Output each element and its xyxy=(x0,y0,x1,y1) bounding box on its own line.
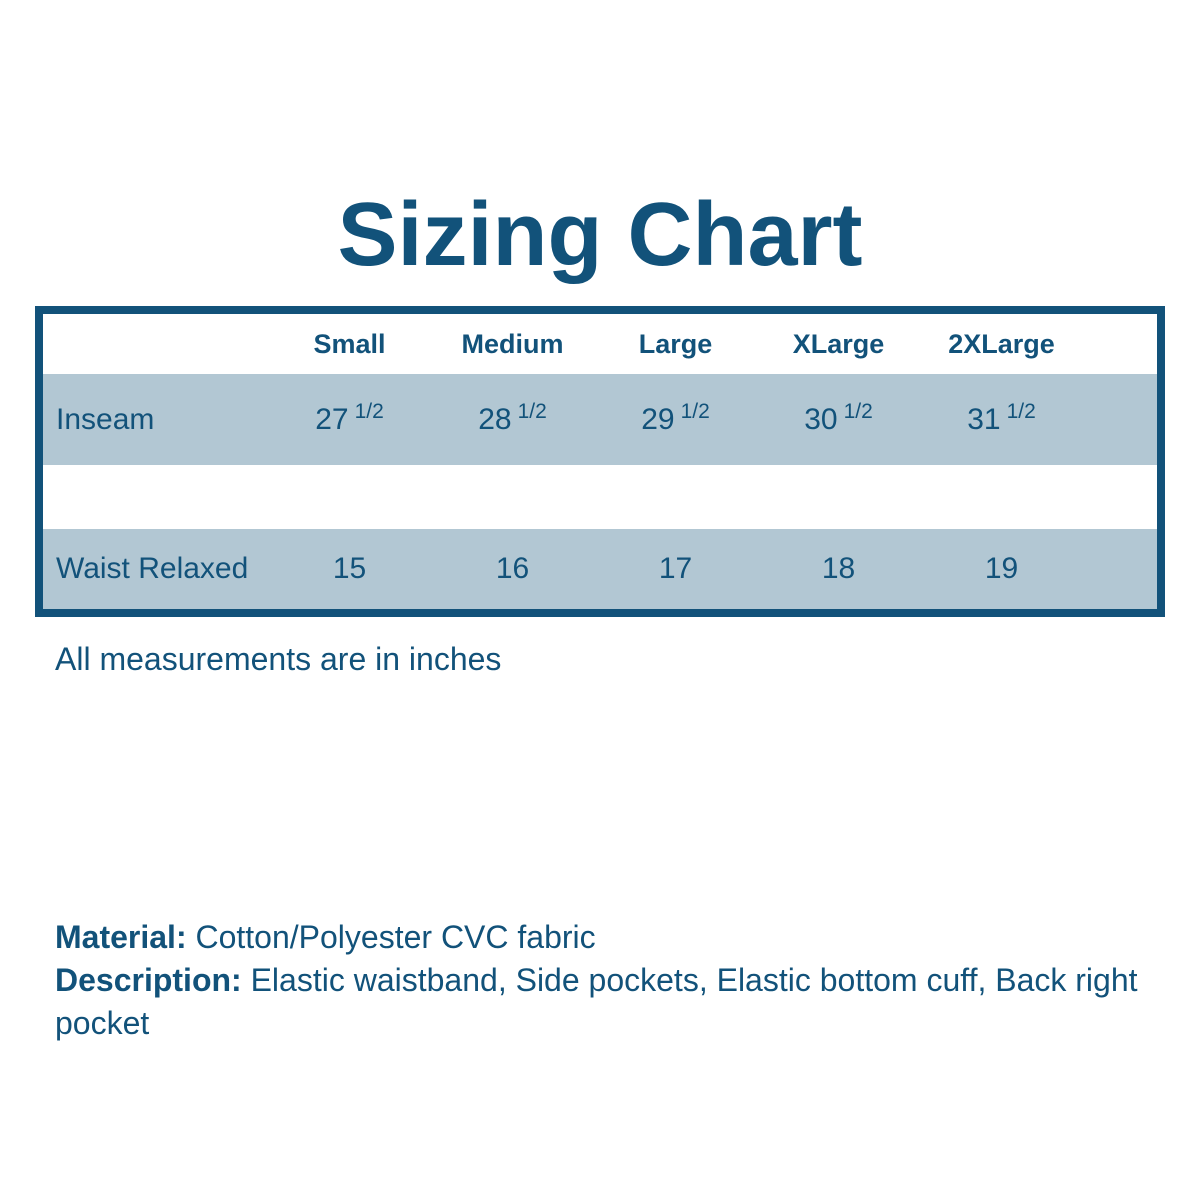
value-fraction: 1/2 xyxy=(517,400,547,423)
value-whole: 27 xyxy=(315,403,349,436)
inseam-value-2xlarge: 31 1/2 xyxy=(920,374,1083,465)
column-header-large: Large xyxy=(638,329,713,359)
waist-value-xlarge: 18 xyxy=(757,529,920,609)
value-whole: 15 xyxy=(332,552,367,585)
table-row-waist-relaxed: Waist Relaxed 15 16 17 18 19 xyxy=(43,529,1157,609)
inseam-value-large: 29 1/2 xyxy=(594,374,757,465)
value-fraction: 1/2 xyxy=(1006,400,1036,423)
inseam-value-small: 27 1/2 xyxy=(268,374,431,465)
column-header-xlarge: XLarge xyxy=(792,329,885,359)
value-whole: 31 xyxy=(967,403,1001,436)
column-header-medium: Medium xyxy=(461,329,564,359)
table-row-inseam: Inseam 27 1/2 28 1/2 29 1/2 30 1/2 31 1/2 xyxy=(43,374,1157,465)
table-spacer-row xyxy=(43,465,1157,529)
waist-value-2xlarge: 19 xyxy=(920,529,1083,609)
waist-value-large: 17 xyxy=(594,529,757,609)
value-whole: 16 xyxy=(495,552,530,585)
value-whole: 18 xyxy=(821,552,856,585)
value-whole: 29 xyxy=(641,403,675,436)
column-header-small: Small xyxy=(313,329,386,359)
value-fraction: 1/2 xyxy=(843,400,873,423)
row-label-inseam: Inseam xyxy=(56,403,155,436)
description-label: Description: xyxy=(55,962,242,998)
material-label: Material: xyxy=(55,919,187,955)
material-line: Material: Cotton/Polyester CVC fabric xyxy=(55,916,1145,959)
product-details: Material: Cotton/Polyester CVC fabric De… xyxy=(55,916,1145,1045)
table-header-row: Small Medium Large XLarge 2XLarge xyxy=(43,314,1157,374)
value-fraction: 1/2 xyxy=(680,400,710,423)
value-fraction: 1/2 xyxy=(354,400,384,423)
value-whole: 19 xyxy=(984,552,1019,585)
material-value: Cotton/Polyester CVC fabric xyxy=(195,919,596,955)
inseam-value-xlarge: 30 1/2 xyxy=(757,374,920,465)
header-label-spacer xyxy=(43,314,268,374)
column-header-2xlarge: 2XLarge xyxy=(948,329,1055,359)
row-label-waist-relaxed: Waist Relaxed xyxy=(56,552,249,585)
description-value: Elastic waistband, Side pockets, Elastic… xyxy=(55,962,1138,1041)
value-whole: 17 xyxy=(658,552,693,585)
page-title: Sizing Chart xyxy=(337,185,863,285)
value-whole: 30 xyxy=(804,403,838,436)
inseam-value-medium: 28 1/2 xyxy=(431,374,594,465)
sizing-table: Small Medium Large XLarge 2XLarge Inseam… xyxy=(35,306,1165,617)
value-whole: 28 xyxy=(478,403,512,436)
waist-value-medium: 16 xyxy=(431,529,594,609)
description-line: Description: Elastic waistband, Side poc… xyxy=(55,959,1145,1045)
waist-value-small: 15 xyxy=(268,529,431,609)
measurements-note: All measurements are in inches xyxy=(55,641,502,677)
